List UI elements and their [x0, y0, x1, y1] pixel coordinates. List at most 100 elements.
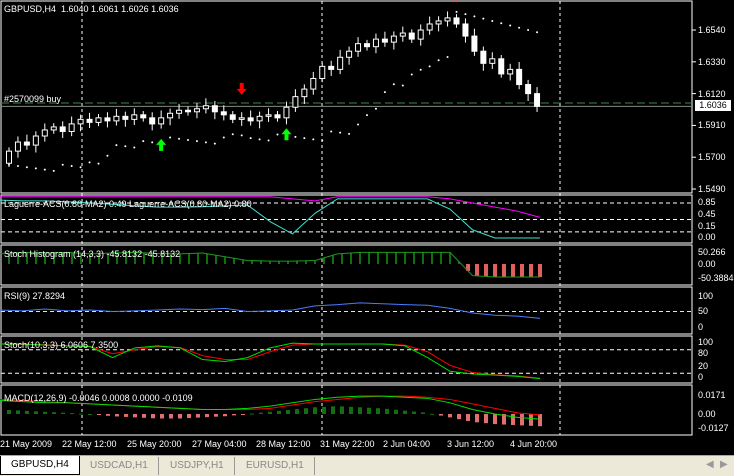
bull-candle [390, 35, 397, 43]
sar-dot [500, 22, 503, 25]
sar-dot [195, 140, 198, 143]
macd-hist-bar [322, 406, 326, 414]
bull-candle [193, 108, 200, 113]
sar-dot [312, 138, 315, 141]
bear-candle [23, 141, 30, 146]
bear-candle [328, 65, 335, 70]
sar-dot [267, 139, 270, 142]
bull-candle [444, 17, 451, 22]
buy-arrow-icon [281, 128, 292, 141]
tab-gbpusd-h4[interactable]: GBPUSD,H4 [0, 456, 80, 475]
bull-candle [355, 43, 362, 52]
sar-dot [79, 166, 82, 169]
macd-axis-label: -0.0127 [698, 423, 729, 433]
stoch-hist-axis-label: 50.266 [698, 247, 726, 257]
sar-dot [8, 163, 10, 166]
tab-eurusd-h1[interactable]: EURUSD,H1 [236, 457, 315, 475]
laguerre-line-cyan [0, 198, 540, 239]
sar-dot [240, 134, 243, 137]
sar-dot [34, 167, 37, 170]
macd-axis-label: 0.0171 [698, 390, 726, 400]
sar-dot [258, 138, 261, 141]
macd-hist-bar [97, 414, 101, 415]
bull-candle [113, 115, 120, 122]
bull-candle [131, 114, 138, 120]
macd-hist-bar [520, 414, 524, 426]
macd-hist-bar [151, 414, 155, 419]
price-axis-label: 1.5490 [698, 184, 726, 194]
stoch-axis-label: 20 [698, 361, 709, 371]
macd-hist-bar [421, 412, 425, 414]
sar-dot [151, 141, 154, 144]
tab-usdcad-h1[interactable]: USDCAD,H1 [80, 457, 159, 475]
macd-hist-bar [439, 414, 443, 416]
bear-candle [462, 23, 469, 37]
price-axis-label: 1.5910 [698, 120, 726, 131]
rsi-axis-label: 0 [698, 322, 704, 332]
macd-hist-bar [16, 410, 20, 414]
price-axis-label: 1.6540 [698, 25, 726, 36]
sar-dot [428, 65, 431, 68]
sar-dot [88, 161, 91, 164]
macd-hist-bar [205, 414, 209, 418]
chart-ohlc: 1.6040 1.6061 1.6026 1.6036 [61, 4, 179, 14]
tab-usdjpy-h1[interactable]: USDJPY,H1 [160, 457, 235, 475]
macd-hist-bar [7, 409, 11, 414]
pane-border [0, 384, 693, 436]
chart-tabs: GBPUSD,H4 USDCAD,H1 USDJPY,H1 EURUSD,H1 … [0, 455, 734, 476]
stoch-axis-label: 0 [698, 372, 704, 382]
bull-candle [346, 50, 353, 58]
sar-dot [294, 135, 297, 138]
sar-dot [401, 84, 404, 87]
bull-candle [77, 118, 84, 125]
sar-dot [348, 132, 351, 135]
sar-dot [321, 139, 324, 142]
bear-candle [498, 58, 505, 75]
bull-candle [319, 65, 326, 79]
sar-dot [464, 13, 467, 16]
time-axis-label: 2 Jun 04:00 [383, 439, 431, 449]
bull-candle [435, 20, 442, 25]
stoch-hist-label: Stoch Histogram (14,3,3) -45.8132 -45.81… [4, 249, 181, 259]
sar-dot [491, 19, 494, 22]
sar-dot [231, 133, 234, 136]
sar-dot [482, 17, 485, 20]
bull-candle [265, 114, 272, 117]
macd-hist-bar [448, 414, 452, 418]
macd-hist-bar [34, 411, 38, 414]
time-axis-label: 4 Jun 20:00 [510, 439, 558, 449]
macd-hist-bar [286, 409, 290, 414]
rsi-axis-label: 100 [698, 291, 714, 301]
bear-candle [364, 43, 370, 48]
macd-hist-bar [88, 414, 92, 415]
bear-candle [140, 114, 147, 119]
macd-hist-bar [124, 414, 128, 417]
bull-candle [202, 105, 209, 110]
rsi-axis-label: 50 [698, 306, 709, 316]
macd-hist-bar [196, 414, 200, 418]
stoch-axis-label: 100 [698, 337, 714, 347]
bull-candle [489, 58, 496, 64]
bear-candle [247, 117, 254, 122]
price-chart[interactable] [0, 0, 734, 455]
bear-candle [149, 117, 156, 125]
scroll-right-icon[interactable]: ▶ [720, 459, 728, 470]
bull-candle [337, 56, 344, 70]
stoch-label: Stoch(10,3,3) 6.0606 7.3500 [4, 340, 119, 350]
bear-candle [211, 105, 218, 113]
pane-border [0, 0, 693, 194]
chart-title: GBPUSD,H4 1.6040 1.6061 1.6026 1.6036 [4, 4, 179, 14]
macd-hist-bar [268, 411, 272, 414]
sar-dot [383, 91, 386, 94]
scroll-left-icon[interactable]: ◀ [706, 459, 714, 470]
macd-hist-bar [79, 413, 83, 415]
bear-candle [453, 17, 460, 25]
macd-hist-bar [52, 412, 56, 414]
sar-dot [446, 55, 449, 58]
bull-candle [310, 77, 317, 90]
bull-candle [95, 117, 102, 123]
macd-main-line [0, 395, 541, 420]
macd-hist-bar [511, 414, 515, 425]
bear-candle [185, 109, 191, 113]
sar-dot [339, 131, 342, 134]
